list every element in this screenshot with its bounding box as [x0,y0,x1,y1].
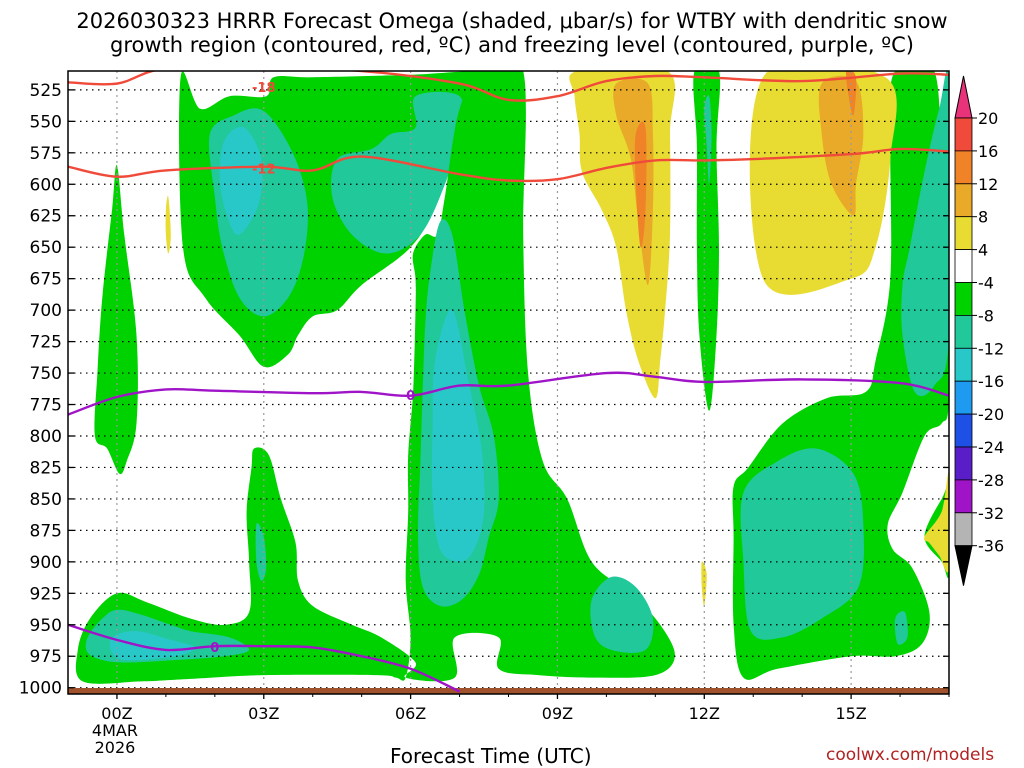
colorbar-top-arrow [954,75,973,119]
freezing-contour-1 [68,623,461,693]
colorbar-label-11: -28 [978,471,1004,490]
colorbar-bin-4 [954,249,973,283]
y-tick-label-825: 825 [30,458,62,478]
colorbar-label-5: -4 [978,274,994,293]
chart-title-line-2: growth region (contoured, red, ºC) and f… [110,33,914,57]
y-tick-label-725: 725 [30,333,62,353]
colorbar-bin-9 [954,413,973,448]
plot-area: -18 -12 0 0 [68,71,949,694]
omega-teal-region [590,576,654,653]
omega-dark-orange-region [845,71,857,116]
omega-yellow-region [165,195,171,254]
omega-green-region [94,164,138,475]
x-tick-label-12Z: 12Z [689,704,720,723]
colorbar-bin-6 [954,314,973,349]
y-tick-label-950: 950 [30,616,62,636]
freezing-contour-1-label: 0 [210,641,219,656]
y-tick-label-675: 675 [30,270,62,290]
x-axis-label: Forecast Time (UTC) [390,744,592,768]
dgz-contour-1-label: -12 [252,163,276,178]
y-tick-label-625: 625 [30,207,62,227]
colorbar-label-10: -24 [978,438,1004,457]
freezing-contour-0 [68,371,949,416]
dgz-contour-1 [68,147,949,183]
y-tick-label-775: 775 [30,396,62,416]
omega-teal-region [894,611,908,645]
y-tick-label-525: 525 [30,81,62,101]
colorbar-label-3: 8 [978,208,988,227]
x-tick-label-00Z: 00Z [101,704,132,723]
colorbar-bin-7 [954,347,973,382]
site-credit[interactable]: coolwx.com/models [826,745,995,765]
x-tick-label-09Z: 09Z [542,704,573,723]
colorbar-label-7: -12 [978,339,1004,358]
colorbar-bin-12 [954,512,973,547]
colorbar-label-12: -32 [978,504,1004,523]
colorbar-bin-8 [954,380,973,415]
omega-teal-region [901,71,949,397]
omega-teal-region [740,448,864,640]
omega-cyan-region [109,631,196,661]
freezing-contour-0-label: 0 [406,389,415,404]
omega-cyan-region [219,126,263,235]
omega-yellow-region [924,472,949,573]
omega-teal-region [331,91,464,254]
colorbar-label-13: -36 [978,537,1004,556]
colorbar-label-9: -20 [978,405,1004,424]
colorbar-bin-5 [954,282,973,316]
colorbar-label-0: 20 [978,109,998,128]
y-tick-label-975: 975 [30,647,62,667]
y-tick-label-850: 850 [30,490,62,510]
x-tick-label-03Z: 03Z [248,704,279,723]
y-tick-label-800: 800 [30,427,62,447]
y-tick-label-650: 650 [30,238,62,258]
colorbar-label-2: 12 [978,175,998,194]
colorbar-bin-10 [954,446,973,481]
y-tick-label-925: 925 [30,584,62,604]
omega-dark-orange-region [634,121,647,248]
colorbar-label-6: -8 [978,306,994,325]
colorbar-bin-1 [954,150,973,185]
y-tick-label-875: 875 [30,521,62,541]
y-tick-label-600: 600 [30,175,62,195]
omega-teal-region [704,95,712,185]
omega-yellow-region [701,561,707,607]
dgz-contour-0-label: -18 [252,81,276,96]
x-tick-sublabel-2026: 2026 [95,738,136,757]
omega-green-region [693,71,721,411]
y-tick-label-750: 750 [30,364,62,384]
colorbar-bottom-arrow [954,545,973,586]
omega-teal-region [255,523,267,581]
y-tick-label-1000: 1000 [19,679,62,699]
x-tick-label-15Z: 15Z [835,704,866,723]
x-tick-label-06Z: 06Z [395,704,426,723]
colorbar-label-8: -16 [978,372,1004,391]
chart-title-line-1: 2026030323 HRRR Forecast Omega (shaded, … [76,9,948,33]
colorbar-label-1: 16 [978,142,998,161]
colorbar-label-4: 4 [978,241,988,260]
colorbar-bin-3 [954,216,973,250]
y-tick-label-700: 700 [30,301,62,321]
colorbar-bin-0 [954,117,973,152]
y-tick-label-550: 550 [30,112,62,132]
y-tick-label-900: 900 [30,553,62,573]
terrain-strip [68,688,949,694]
colorbar-bin-2 [954,183,973,218]
y-tick-label-575: 575 [30,144,62,164]
colorbar-bin-11 [954,479,973,514]
x-tick-sublabel-4MAR: 4MAR [92,721,138,740]
dgz-contour-0 [68,71,949,102]
